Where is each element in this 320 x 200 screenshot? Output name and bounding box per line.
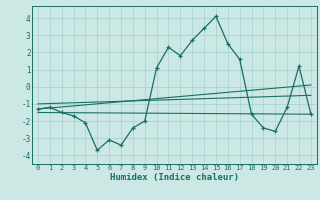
X-axis label: Humidex (Indice chaleur): Humidex (Indice chaleur) [110,173,239,182]
